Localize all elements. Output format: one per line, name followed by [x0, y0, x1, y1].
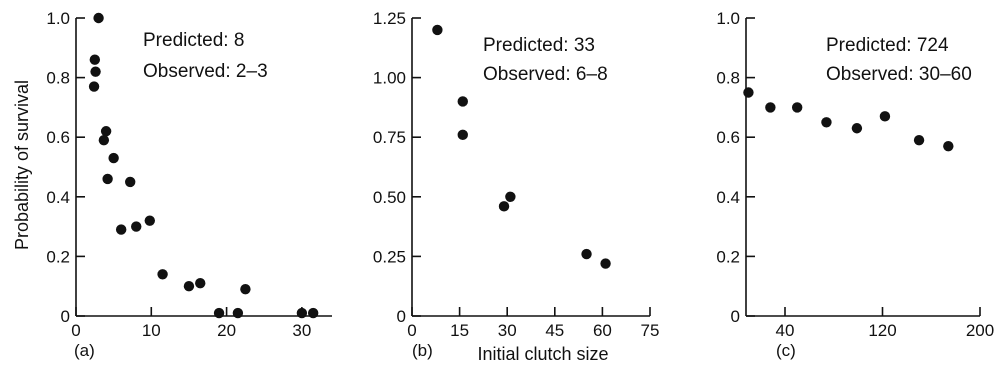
panel-a-annotation: Predicted: 8: [143, 30, 244, 51]
panel-a-data-point: [98, 134, 110, 146]
panel-a-data-point: [115, 224, 127, 235]
panel-a-data-point: [90, 66, 101, 77]
panel-c: 0 0.2 0.4 0.6 0.8 1.0 40 120 200 Predicted: 724 Ob…: [716, 9, 994, 360]
panel-b-y-tick-label: 0.50: [373, 188, 406, 207]
panel-c-label: (c): [776, 341, 796, 360]
panel-c-data-point: [913, 134, 925, 146]
panel-a-x-tick-label: 10: [142, 321, 161, 340]
panel-c-data-point: [943, 140, 954, 152]
panel-b-annotation: Observed: 6–8: [483, 64, 608, 85]
panel-b-x-tick-label: 75: [641, 321, 660, 340]
panel-a-data-point: [131, 221, 142, 232]
panel-a-data-point: [296, 307, 308, 319]
panel-b-data-point: [457, 96, 468, 107]
panel-a-ylabel: Probability of survival: [12, 80, 32, 250]
panel-a-annotation: Observed: 2–3: [143, 61, 268, 82]
panel-a-data-point: [89, 54, 101, 65]
panel-a-data-point: [144, 215, 155, 226]
panel-b-y-tick-label: 0: [397, 307, 406, 326]
panel-c-x-tick-label: 120: [868, 321, 896, 340]
panel-b-data-point: [581, 248, 592, 260]
panel-a-y-tick-label: 0.2: [46, 247, 70, 266]
panel-c-data-point: [879, 111, 891, 122]
panel-a-data-point: [93, 12, 104, 24]
panel-c-y-tick-label: 0: [731, 307, 740, 326]
panel-b-y-tick-label: 0.25: [373, 247, 406, 266]
panel-b-x-tick-label: 60: [593, 321, 612, 340]
panel-c-data-point: [851, 123, 863, 134]
panel-a-label: (a): [74, 341, 95, 360]
panel-a-data-point: [183, 281, 195, 292]
panel-c-y-tick-label: 0.4: [716, 188, 740, 207]
panel-c-data-point: [743, 87, 754, 98]
panel-b-y-tick-label: 1.25: [373, 9, 406, 28]
panel-c-data-point: [765, 102, 776, 113]
panel-b: 0 0.25 0.50 0.75 1.00 1.25 0 15 30 45 60 75 Predicte…: [373, 9, 660, 360]
panel-c-annotation: Observed: 30–60: [826, 64, 972, 85]
panel-a-data-point: [195, 278, 206, 289]
panel-b-data-point: [600, 258, 611, 269]
panel-b-y-tick-label: 0.75: [373, 128, 406, 147]
panel-c-y-tick-label: 1.0: [716, 9, 740, 28]
panel-b-x-tick-label: 45: [545, 321, 564, 340]
panel-a-data-point: [100, 126, 112, 137]
panel-a-data-point: [108, 152, 119, 164]
panel-b-annotation: Predicted: 33: [483, 35, 595, 56]
panel-a-data-point: [88, 81, 100, 92]
panel-a-data-point: [240, 283, 251, 295]
panel-b-x-tick-label: 15: [450, 321, 469, 340]
panel-b-data-point: [432, 24, 443, 36]
panel-a-x-tick-label: 0: [71, 321, 80, 340]
panel-a-x-tick-label: 30: [292, 321, 311, 340]
panel-b-x-tick-label: 30: [498, 321, 517, 340]
panel-a-data-point: [213, 307, 225, 319]
panel-a-data-point: [307, 307, 319, 319]
panel-a-y-tick-label: 1.0: [46, 9, 70, 28]
panel-b-label: (b): [412, 341, 433, 360]
panel-b-data-point: [505, 191, 516, 202]
panel-c-y-tick-label: 0.6: [716, 128, 740, 147]
panel-c-x-tick-label: 40: [776, 321, 795, 340]
panel-a-y-tick-label: 0.4: [46, 188, 70, 207]
panel-b-data-point: [457, 129, 468, 141]
panel-b-data-point: [498, 201, 510, 212]
panel-c-x-tick-label: 200: [966, 321, 994, 340]
panel-a-data-point: [125, 176, 136, 188]
panel-a-data-point: [232, 307, 244, 319]
panel-b-x-tick-label: 0: [407, 321, 416, 340]
panel-a-y-tick-label: 0: [61, 307, 70, 326]
panel-c-data-point: [791, 102, 803, 113]
panel-a-data-point: [157, 269, 168, 280]
panel-a: 0 0.2 0.4 0.6 0.8 1.0 0 10 20 30 Predicted: 8 Obser…: [46, 9, 332, 360]
panel-a-y-tick-label: 0.6: [46, 128, 70, 147]
panel-a-x-tick-label: 20: [217, 321, 236, 340]
panel-b-y-tick-label: 1.00: [373, 69, 406, 88]
panel-c-data-point: [821, 117, 832, 128]
panel-c-annotation: Predicted: 724: [826, 35, 949, 56]
panel-c-y-tick-label: 0.2: [716, 247, 740, 266]
panel-c-y-tick-label: 0.8: [716, 69, 740, 88]
panel-a-y-tick-label: 0.8: [46, 69, 70, 88]
panel-a-data-point: [102, 173, 113, 185]
panel-b-xlabel: Initial clutch size: [477, 344, 608, 364]
